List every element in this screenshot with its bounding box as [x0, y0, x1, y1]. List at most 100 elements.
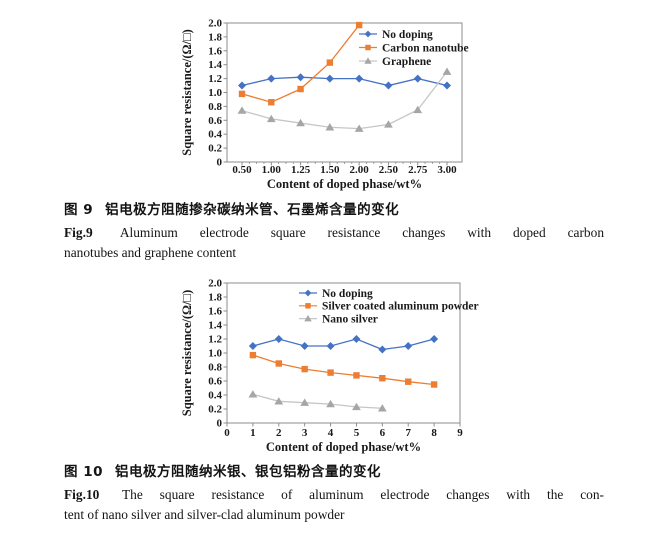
- carbon-nanotube-marker: [268, 99, 275, 106]
- fig10-caption-en-text1: The square resistance of aluminum electr…: [121, 487, 605, 502]
- nano-silver-marker: [300, 398, 310, 406]
- y-tick-label: 0: [217, 418, 223, 430]
- no-doping-marker: [384, 81, 393, 90]
- fig9-caption-cn-label: 图 9: [64, 202, 94, 218]
- graphene-marker: [354, 124, 364, 132]
- nano-silver-legend-marker: [304, 315, 312, 322]
- no-doping-marker: [296, 73, 305, 82]
- graphene-marker: [296, 118, 305, 127]
- no-doping-marker: [267, 74, 276, 83]
- nano-silver-marker: [326, 399, 335, 408]
- nano-silver-marker: [274, 397, 284, 405]
- silver-coated-aluminum-powder-marker: [405, 378, 412, 385]
- no-doping-marker: [430, 335, 439, 343]
- nano-silver-line: [252, 393, 383, 409]
- y-axis-title: Square resistance/(Ω/□): [180, 290, 194, 416]
- y-tick-label: 1.8: [208, 31, 222, 43]
- no-doping-marker: [352, 335, 361, 343]
- fig10-caption-chinese: 图 10 铝电极方阻随纳米银、银包铝粉含量的变化: [64, 460, 604, 480]
- fig10-caption-en-label: Fig.10: [64, 487, 100, 502]
- y-tick-label: 2.0: [208, 278, 222, 290]
- no-doping-marker: [378, 345, 387, 354]
- fig9-caption: 图 9 铝电极方阻随掺杂碳纳米管、石墨烯含量的变化 Fig.9 Aluminum …: [64, 198, 604, 263]
- y-tick-label: 1.6: [208, 45, 222, 57]
- no-doping-marker: [443, 81, 451, 90]
- no-doping-marker: [355, 74, 364, 83]
- y-tick-label: 0.8: [208, 101, 222, 113]
- x-axis-title: Content of doped phase/wt%: [266, 440, 421, 454]
- legend-item-graphene: Graphene: [359, 56, 431, 68]
- graphene-marker: [237, 106, 247, 114]
- no-doping-legend-label: No doping: [322, 288, 373, 300]
- y-tick-label: 0.6: [208, 376, 222, 388]
- y-tick-label: 0.2: [208, 404, 222, 416]
- x-axis-title: Content of doped phase/wt%: [267, 177, 422, 191]
- graphene-marker: [325, 123, 335, 131]
- silver-coated-aluminum-powder-line: [252, 354, 435, 386]
- fig10-caption: 图 10 铝电极方阻随纳米银、银包铝粉含量的变化 Fig.10 The squar…: [64, 460, 604, 525]
- x-tick-label: 7: [405, 427, 411, 439]
- y-tick-label: 1.2: [208, 73, 222, 85]
- x-tick-label: 8: [431, 427, 437, 439]
- nano-silver-marker: [352, 402, 361, 411]
- graphene-marker: [266, 114, 276, 123]
- x-tick-label: 0: [224, 427, 230, 439]
- y-tick-label: 0: [217, 157, 223, 169]
- x-tick-label: 6: [380, 427, 386, 439]
- x-tick-label: 4: [328, 427, 334, 439]
- fig9-caption-chinese: 图 9 铝电极方阻随掺杂碳纳米管、石墨烯含量的变化: [64, 198, 604, 218]
- y-tick-label: 1.0: [208, 348, 222, 360]
- x-tick-label: 3: [302, 427, 308, 439]
- x-tick-label: 2.50: [379, 164, 399, 176]
- fig10-caption-english-line1: Fig.10 The square resistance of aluminum…: [64, 485, 604, 505]
- carbon-nanotube-marker: [238, 90, 246, 98]
- legend-item-silver-coated-aluminum-powder: Silver coated aluminum powder: [299, 301, 479, 313]
- y-tick-label: 1.4: [208, 59, 222, 71]
- no-doping-marker: [325, 74, 334, 83]
- carbon-nanotube-legend-marker: [365, 44, 371, 51]
- no-doping-marker: [326, 342, 335, 350]
- legend-item-no-doping: No doping: [299, 288, 373, 300]
- x-tick-label: 2.00: [350, 164, 370, 176]
- no-doping-marker: [238, 81, 246, 90]
- fig10-line-chart: 00.20.40.60.81.01.21.41.61.82.00 1 2 3 4 5 6 7 8…: [180, 278, 479, 455]
- legend-item-nano-silver: Nano silver: [299, 313, 378, 325]
- no-doping-legend-marker: [304, 289, 312, 297]
- silver-coated-aluminum-powder-legend-label: Silver coated aluminum powder: [322, 301, 479, 313]
- no-doping-marker: [248, 342, 257, 350]
- no-doping-marker: [413, 74, 422, 83]
- fig9-caption-english-line1: Fig.9 Aluminum electrode square resistan…: [64, 223, 604, 243]
- legend-item-carbon-nanotube: Carbon nanotube: [359, 42, 469, 54]
- fig10-caption-cn-label: 图 10: [64, 464, 103, 480]
- graphene-marker: [384, 120, 393, 128]
- fig9-caption-english-line2: nanotubes and graphene content: [64, 245, 237, 260]
- silver-coated-aluminum-powder-marker: [249, 351, 257, 359]
- no-doping-marker: [300, 342, 309, 350]
- y-tick-label: 1.4: [208, 320, 222, 332]
- y-tick-label: 1.8: [208, 292, 222, 304]
- fig10-caption-cn-text: 铝电极方阻随纳米银、银包铝粉含量的变化: [115, 464, 381, 480]
- x-tick-label: 1.50: [320, 164, 340, 176]
- silver-coated-aluminum-powder-marker: [301, 365, 308, 373]
- fig9-line-chart: 0 0.2 0.4 0.6 0.8 1.0 1.2 1.4 1.6 1.82.0 0.50 1.00 1…: [180, 18, 469, 192]
- y-tick-label: 0.4: [208, 129, 222, 141]
- y-tick-label: 1.0: [208, 87, 222, 99]
- x-tick-label: 1.25: [291, 164, 311, 176]
- x-tick-label: 2.75: [408, 164, 428, 176]
- fig9-caption-cn-text: 铝电极方阻随掺杂碳纳米管、石墨烯含量的变化: [105, 202, 400, 218]
- silver-coated-aluminum-powder-marker: [379, 375, 386, 382]
- no-doping-marker: [404, 342, 413, 350]
- carbon-nanotube-legend-label: Carbon nanotube: [382, 42, 469, 54]
- fig9-caption-en-label: Fig.9: [64, 225, 93, 240]
- legend-item-no-doping: No doping: [359, 29, 433, 41]
- graphene-marker: [442, 67, 452, 75]
- graphene-legend-label: Graphene: [382, 56, 431, 68]
- graphene-legend-marker: [364, 57, 372, 64]
- x-tick-label: 1: [250, 427, 256, 439]
- nano-silver-legend-label: Nano silver: [322, 313, 378, 325]
- y-tick-label: 0.2: [208, 143, 222, 155]
- silver-coated-aluminum-powder-marker: [275, 360, 282, 367]
- y-tick-label: 2.0: [208, 18, 222, 30]
- y-tick-label: 0.6: [208, 115, 222, 127]
- carbon-nanotube-marker: [326, 59, 334, 66]
